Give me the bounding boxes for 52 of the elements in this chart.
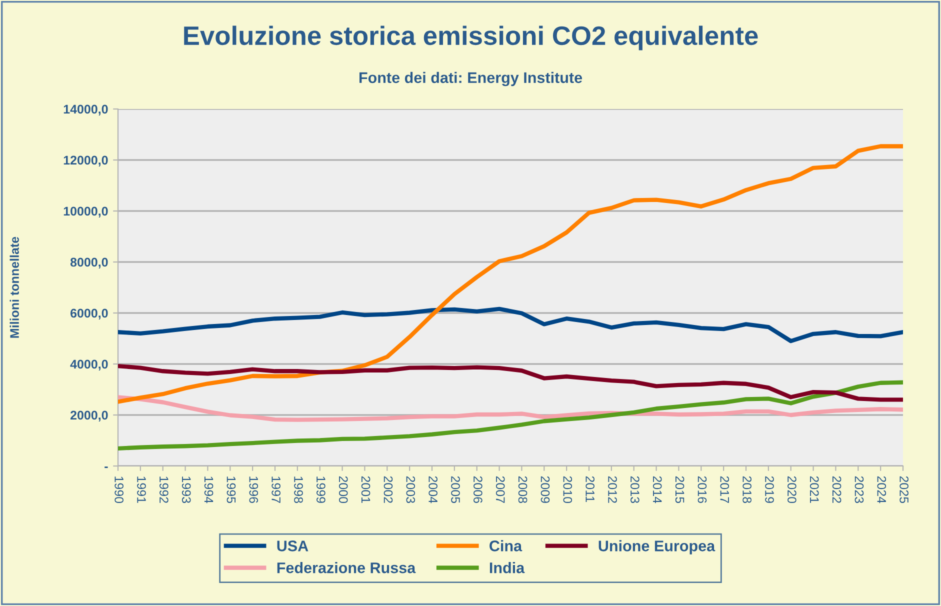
x-tick-label: 2004 bbox=[428, 476, 438, 504]
legend-label: USA bbox=[277, 540, 308, 552]
y-axis-title: Milioni tonnellate bbox=[10, 236, 19, 338]
x-tick-label: 2006 bbox=[474, 476, 482, 503]
y-tick-label: - bbox=[104, 466, 108, 468]
x-tick-label: 2011 bbox=[586, 476, 594, 502]
legend-label: Unione Europea bbox=[598, 540, 716, 554]
x-tick-label: 1998 bbox=[294, 476, 303, 503]
x-tick-label: 1994 bbox=[204, 476, 214, 504]
x-tick-label: 2015 bbox=[675, 476, 684, 504]
y-tick-label: 6000,0 bbox=[70, 308, 108, 320]
x-tick-label: 2017 bbox=[720, 476, 730, 503]
x-tick-label: 1999 bbox=[316, 476, 326, 503]
x-tick-label: 2014 bbox=[652, 476, 662, 504]
x-tick-label: 2024 bbox=[877, 476, 886, 504]
x-tick-label: 1993 bbox=[182, 476, 191, 503]
x-tick-label: 2016 bbox=[698, 476, 707, 503]
x-tick-label: 2001 bbox=[361, 476, 370, 503]
x-tick-label: 2025 bbox=[900, 476, 908, 504]
x-tick-label: 2002 bbox=[384, 476, 393, 503]
x-tick-label: 2021 bbox=[810, 476, 819, 503]
x-tick-label: 2020 bbox=[788, 476, 796, 504]
x-tick-label: 2018 bbox=[742, 476, 752, 503]
x-tick-label: 2013 bbox=[630, 476, 640, 503]
x-tick-label: 1990 bbox=[114, 476, 124, 504]
chart-title: Evoluzione storica emissioni CO2 equivalente bbox=[184, 26, 758, 50]
x-tick-label: 1995 bbox=[226, 476, 236, 504]
y-tick-label: 12000,0 bbox=[64, 156, 108, 166]
x-tick-label: 2012 bbox=[608, 476, 617, 503]
x-tick-label: 2023 bbox=[854, 476, 864, 503]
x-tick-label: 2000 bbox=[338, 476, 348, 504]
y-tick-label: 4000,0 bbox=[70, 360, 108, 370]
chart-subtitle: Fonte dei dati: Energy Institute bbox=[359, 72, 582, 86]
y-tick-label: 14000,0 bbox=[64, 104, 108, 116]
x-tick-label: 1992 bbox=[160, 476, 168, 503]
x-tick-label: 2022 bbox=[832, 476, 842, 503]
x-tick-label: 2007 bbox=[496, 476, 505, 503]
x-tick-label: 2019 bbox=[765, 476, 774, 503]
x-tick-label: 2010 bbox=[563, 476, 572, 504]
x-tick-label: 2003 bbox=[406, 476, 416, 503]
legend-label: Federazione Russa bbox=[277, 562, 416, 574]
y-tick-label: 8000,0 bbox=[70, 258, 108, 268]
y-tick-label: 2000,0 bbox=[70, 410, 108, 422]
y-tick-label: 10000,0 bbox=[64, 206, 108, 218]
x-tick-label: 2008 bbox=[518, 476, 528, 503]
x-tick-label: 2009 bbox=[540, 476, 550, 503]
x-tick-label: 2005 bbox=[451, 476, 460, 504]
x-tick-label: 1991 bbox=[137, 476, 146, 503]
x-tick-label: 1997 bbox=[272, 476, 280, 503]
legend-label: Cina bbox=[490, 540, 522, 552]
x-tick-label: 1996 bbox=[249, 476, 258, 503]
legend-label: India bbox=[490, 562, 525, 574]
